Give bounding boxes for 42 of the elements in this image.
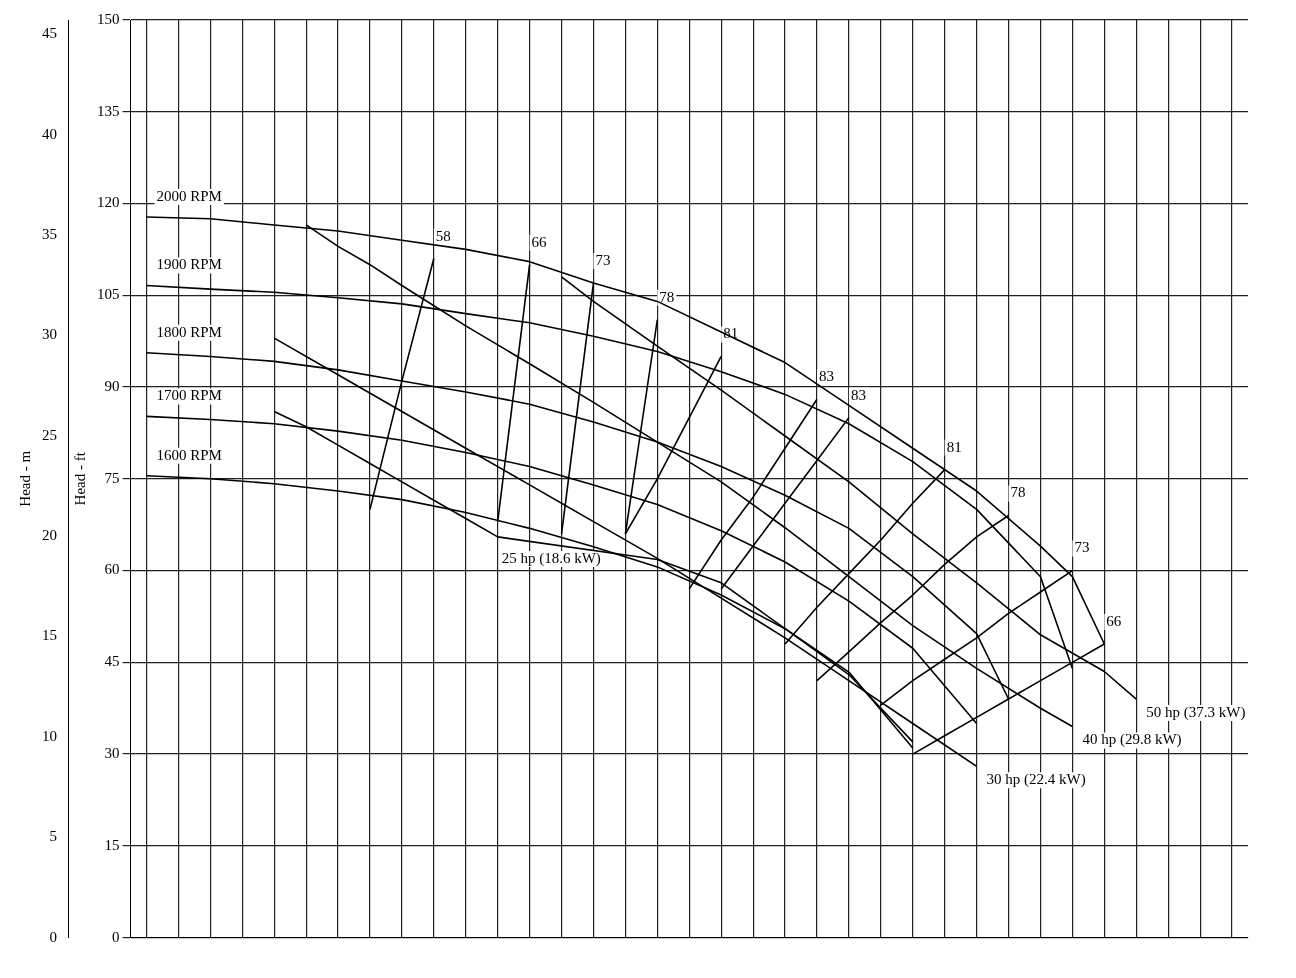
- series-label: 73: [595, 251, 611, 268]
- series-label: 73: [1074, 539, 1090, 556]
- y2-tick-label: 15: [42, 627, 57, 644]
- series-label: 66: [1106, 612, 1122, 629]
- series-label: 66: [531, 233, 548, 250]
- y-tick-label: 105: [97, 286, 120, 303]
- y-tick-label: 120: [97, 194, 120, 211]
- series-label: 83: [818, 368, 834, 385]
- series-label: 25 hp (18.6 kW): [501, 549, 601, 567]
- series-label: 50 hp (37.3 kW): [1146, 703, 1246, 721]
- y2-tick-label: 10: [42, 727, 57, 744]
- y2-tick-label: 35: [42, 226, 57, 243]
- y-tick-label: 75: [104, 469, 120, 486]
- y2-tick-label: 0: [49, 928, 57, 945]
- y-tick-label: 15: [104, 836, 120, 853]
- y2-tick-label: 20: [42, 527, 57, 544]
- series-label: 83: [850, 386, 866, 403]
- series-label: 81: [946, 438, 962, 455]
- y2-tick-label: 25: [42, 426, 57, 443]
- y-axis-title: Head - ft: [71, 451, 88, 506]
- series-label: 2000 RPM: [156, 187, 222, 204]
- y2-axis-title: Head - m: [16, 450, 33, 507]
- y-tick-label: 60: [104, 561, 120, 578]
- y2-tick-label: 45: [42, 25, 57, 42]
- y-tick-label: 90: [104, 377, 120, 394]
- series-label: 1900 RPM: [156, 256, 222, 273]
- y2-tick-label: 5: [49, 828, 57, 845]
- y2-tick-label: 40: [42, 125, 57, 142]
- y-tick-label: 45: [104, 653, 120, 670]
- y-tick-label: 30: [104, 745, 120, 762]
- series-label: 1600 RPM: [156, 446, 222, 463]
- series-label: 78: [659, 288, 675, 305]
- y2-tick-label: 30: [42, 326, 57, 343]
- series-label: 40 hp (29.8 kW): [1082, 731, 1182, 749]
- y-tick-label: 135: [97, 102, 120, 119]
- series-label: 78: [1010, 484, 1026, 501]
- series-label: 30 hp (22.4 kW): [986, 771, 1086, 789]
- y-tick-label: 150: [97, 10, 120, 27]
- y-tick-label: 0: [112, 928, 120, 945]
- series-label: 1800 RPM: [156, 323, 222, 340]
- series-label: 1700 RPM: [156, 387, 222, 404]
- series-label: 58: [435, 227, 451, 244]
